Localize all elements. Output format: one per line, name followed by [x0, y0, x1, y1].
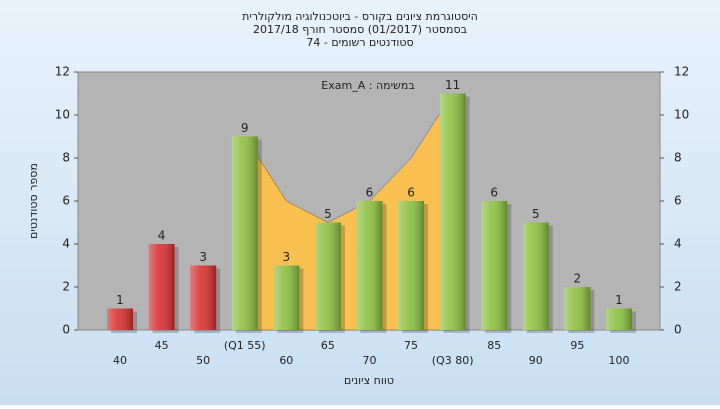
- x-tick-label: 100: [608, 354, 629, 367]
- y-tick-label: 0: [62, 323, 70, 337]
- data-label: 4: [158, 229, 166, 243]
- y-tick-label: 10: [55, 108, 70, 122]
- x-tick-label: 85: [487, 339, 501, 352]
- x-tick-label: (Q3 80): [432, 354, 474, 367]
- y-tick-label: 2: [62, 280, 70, 294]
- data-label: 5: [532, 207, 540, 221]
- chart-title: היסטוגרמת ציונים בקורס - ביוטכנולוגיה מו…: [242, 10, 478, 23]
- y-tick-label: 6: [62, 194, 70, 208]
- x-tick-label: 65: [321, 339, 335, 352]
- y2-tick-label: 2: [674, 280, 682, 294]
- y2-tick-label: 0: [674, 323, 682, 337]
- y-tick-label: 4: [62, 237, 70, 251]
- data-label: 6: [490, 186, 498, 200]
- bar-shade: [522, 222, 549, 330]
- annotation: Exam_A : במשימה: [321, 79, 414, 92]
- bar-shade: [314, 222, 341, 330]
- x-tick-label: (Q1 55): [224, 339, 266, 352]
- bar-shade: [273, 265, 300, 330]
- data-label: 2: [574, 272, 582, 286]
- x-tick-label: 90: [529, 354, 543, 367]
- y-tick-label: 12: [55, 65, 70, 79]
- data-label: 11: [445, 78, 460, 92]
- y2-tick-label: 12: [674, 65, 689, 79]
- y2-tick-label: 8: [674, 151, 682, 165]
- bar-shade: [439, 93, 466, 330]
- data-label: 3: [282, 250, 290, 264]
- bar-shade: [107, 308, 133, 330]
- bar-shade: [231, 136, 258, 330]
- chart-subtitle: סטודנטים רשומים - 74: [306, 36, 413, 49]
- x-tick-label: 60: [279, 354, 293, 367]
- bar-shade: [564, 287, 591, 330]
- y2-tick-label: 4: [674, 237, 682, 251]
- chart-subtitle: בסמסטר (01/2017) סמסטר חורף 2017/18: [253, 23, 467, 36]
- bar-shade: [481, 201, 508, 330]
- x-tick-label: 70: [362, 354, 376, 367]
- bar-shade: [190, 265, 217, 330]
- x-tick-label: 50: [196, 354, 210, 367]
- y-tick-label: 8: [62, 151, 70, 165]
- data-label: 9: [241, 121, 249, 135]
- data-label: 1: [116, 293, 124, 307]
- y2-tick-label: 6: [674, 194, 682, 208]
- bar-shade: [356, 201, 383, 330]
- data-label: 6: [407, 186, 415, 200]
- x-tick-label: 75: [404, 339, 418, 352]
- data-label: 3: [199, 250, 207, 264]
- bar-shade: [398, 201, 425, 330]
- x-tick-label: 95: [570, 339, 584, 352]
- data-label: 6: [366, 186, 374, 200]
- x-tick-label: 40: [113, 354, 127, 367]
- x-axis-label: טווח ציונים: [344, 374, 394, 387]
- data-label: 5: [324, 207, 332, 221]
- bar-shade: [605, 308, 632, 330]
- bar-shade: [148, 244, 175, 330]
- x-tick-label: 45: [155, 339, 169, 352]
- data-label: 1: [615, 293, 623, 307]
- y-axis-label: מספר סטודנטים: [27, 163, 40, 239]
- y2-tick-label: 10: [674, 108, 689, 122]
